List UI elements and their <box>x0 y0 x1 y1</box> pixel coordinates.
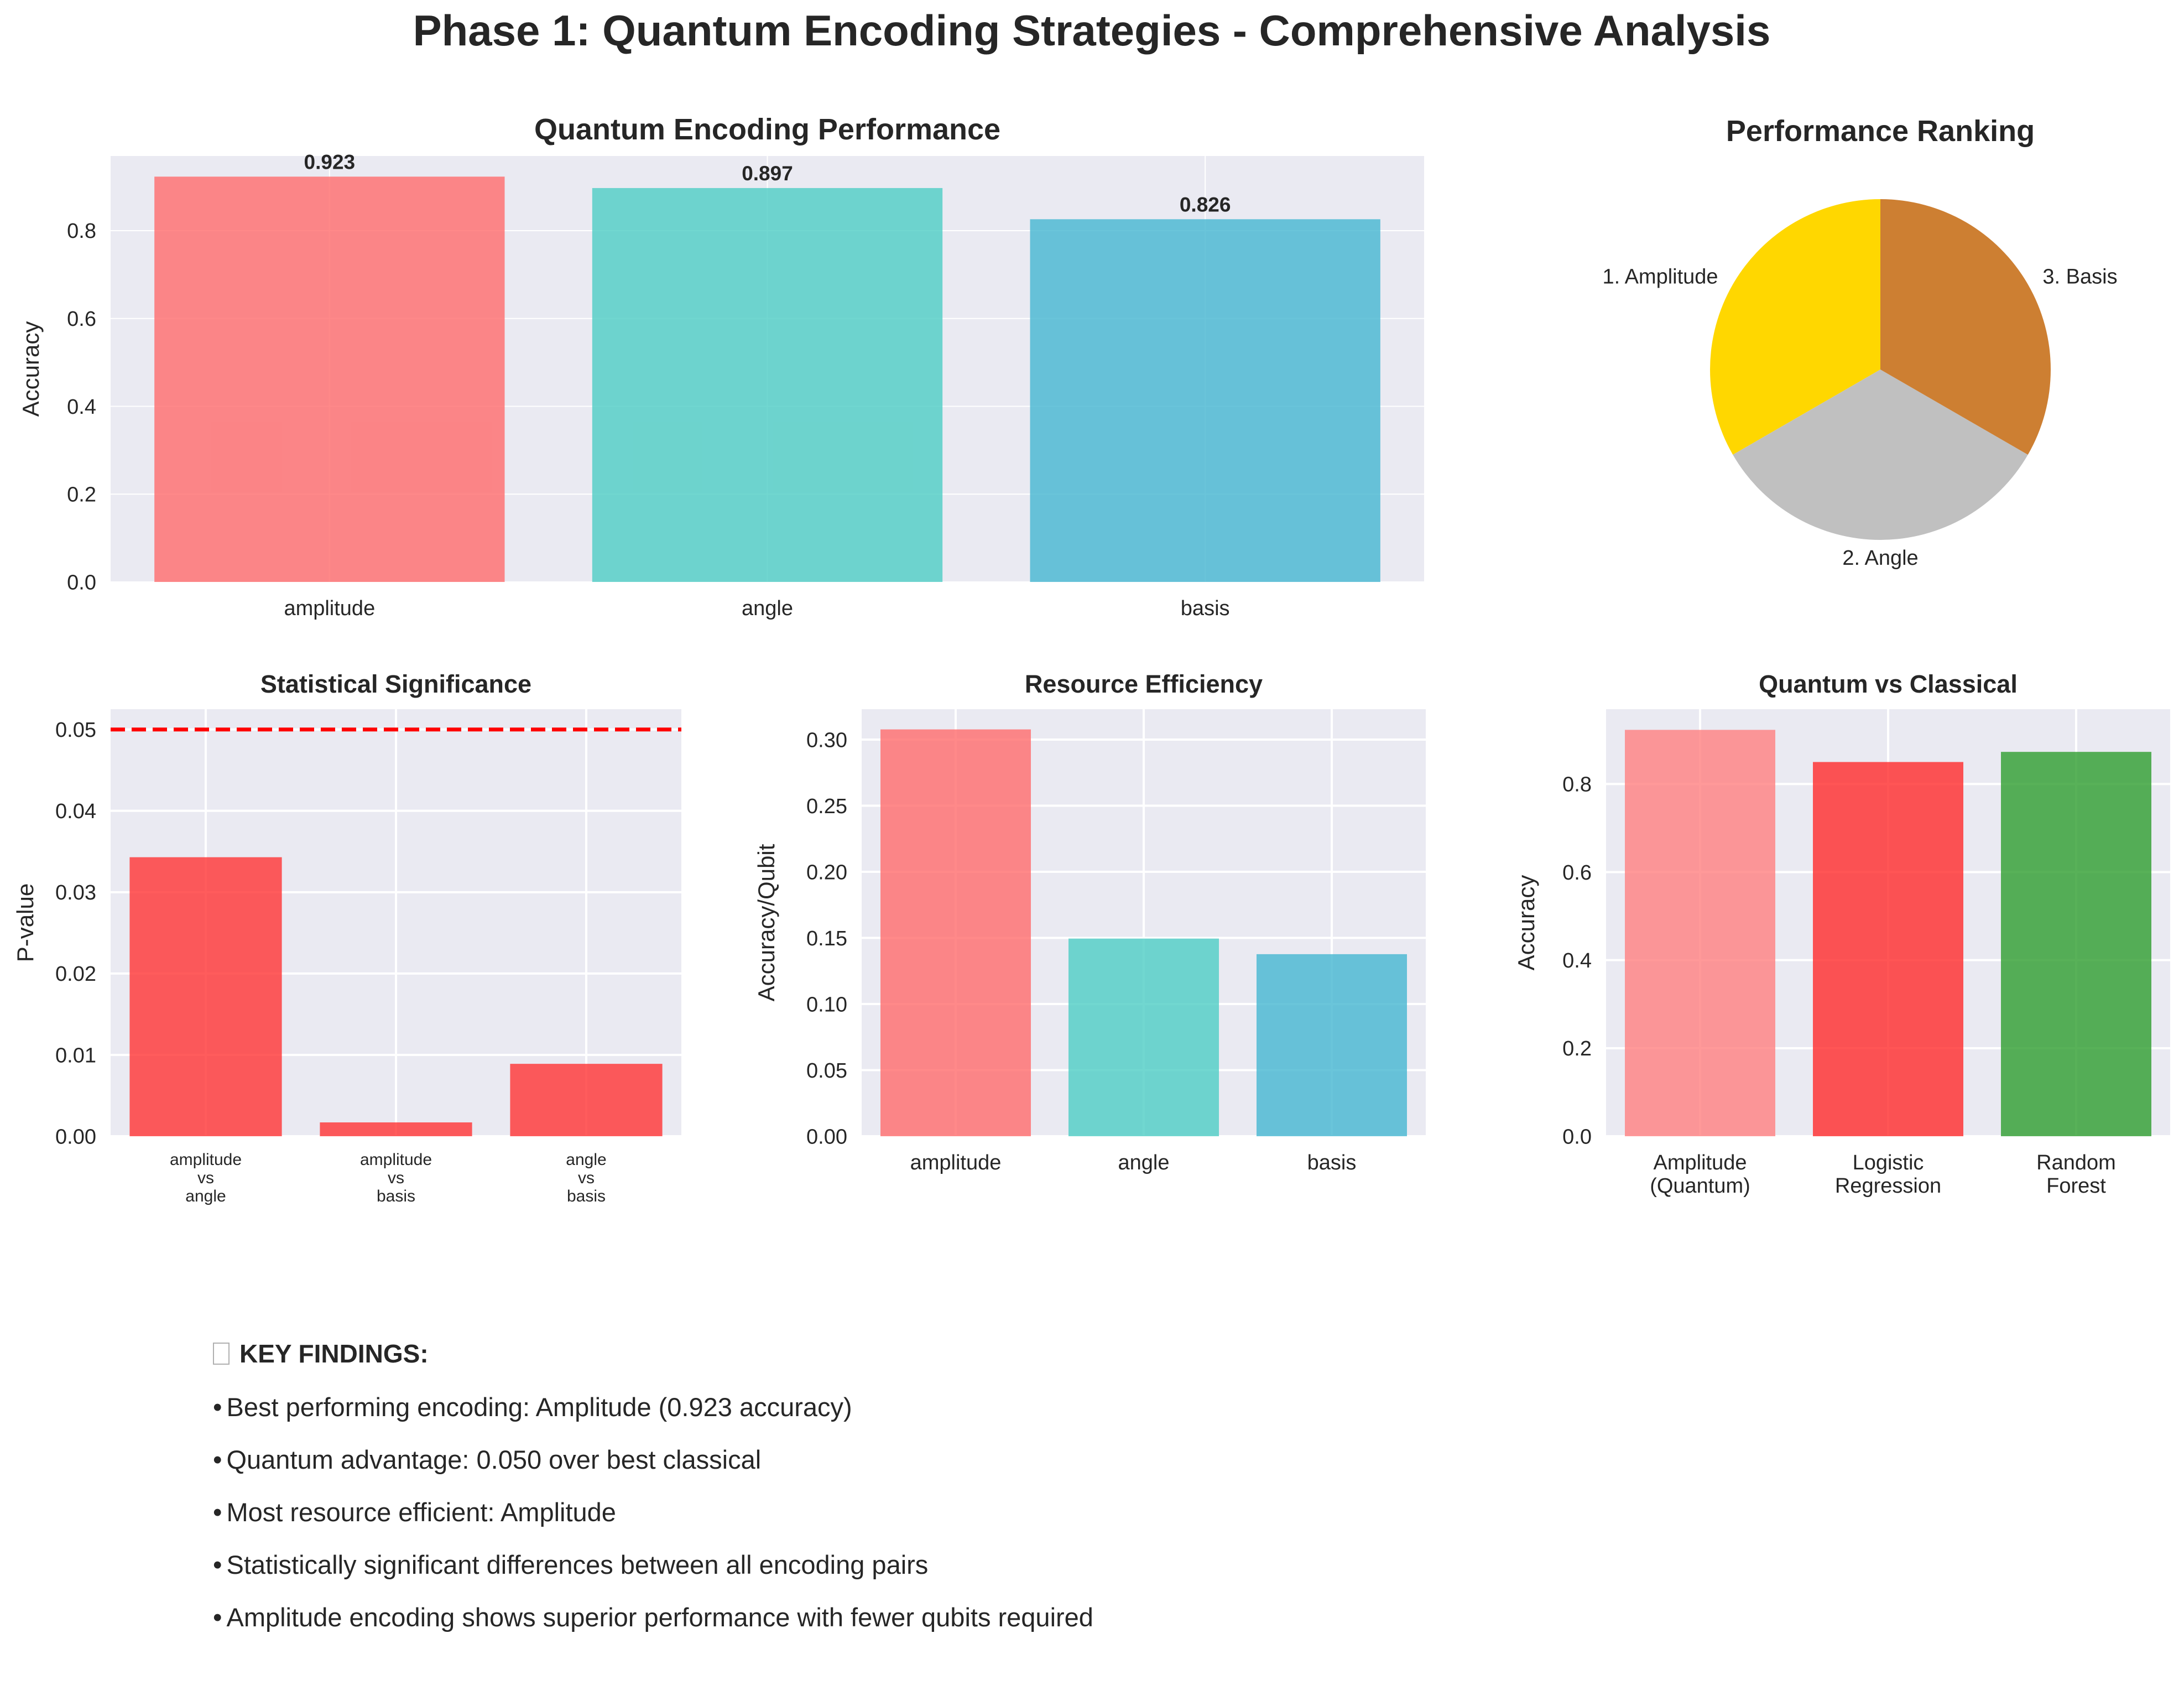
efficiency-ytick-label: 0.15 <box>806 927 847 950</box>
performance-data-label: 0.826 <box>1180 193 1231 216</box>
performance-chart: 0.0 0.2 0.4 0.6 0.8 0.923 amplitude 0.897 angle 0… <box>18 113 1424 620</box>
significance-title: Statistical Significance <box>260 670 531 698</box>
finding-item: • Quantum advantage: 0.050 over best clas… <box>213 1445 762 1474</box>
performance-bar <box>1030 219 1380 582</box>
significance-ytick-label: 0.04 <box>55 800 96 823</box>
significance-bar <box>320 1122 472 1136</box>
significance-bar <box>129 857 282 1136</box>
significance-xtick-label: amplitude vs angle <box>170 1151 242 1205</box>
performance-xtick-label: angle <box>742 597 793 620</box>
ranking-title: Performance Ranking <box>1726 115 2035 148</box>
performance-data-label: 0.897 <box>742 162 793 185</box>
classical-chart: 0.0 0.2 0.4 0.6 0.8 Amplitude (Quantum) Logisti… <box>1513 670 2170 1198</box>
efficiency-xtick-label: amplitude <box>910 1151 1002 1174</box>
key-findings-title: KEY FINDINGS: <box>239 1339 429 1368</box>
figure-title: Phase 1: Quantum Encoding Strategies - C… <box>413 6 1771 55</box>
classical-bar <box>1625 730 1775 1136</box>
pie-label: 2. Angle <box>1842 547 1918 570</box>
efficiency-chart: 0.00 0.05 0.10 0.15 0.20 0.25 0.30 amplitude ang… <box>753 670 1426 1174</box>
significance-xtick-label: angle vs basis <box>566 1151 606 1205</box>
performance-ytick-label: 0.6 <box>67 308 96 331</box>
performance-data-label: 0.923 <box>304 150 356 173</box>
efficiency-ytick-label: 0.10 <box>806 993 847 1016</box>
classical-title: Quantum vs Classical <box>1759 670 2018 698</box>
performance-ytick-label: 0.0 <box>67 571 96 594</box>
efficiency-ytick-label: 0.00 <box>806 1125 847 1148</box>
key-findings-heading: KEY FINDINGS: <box>213 1339 1872 1369</box>
efficiency-ytick-label: 0.25 <box>806 795 847 818</box>
efficiency-title: Resource Efficiency <box>1025 670 1263 698</box>
performance-ytick-label: 0.8 <box>67 220 96 243</box>
key-findings: KEY FINDINGS: • Best performing encoding:… <box>213 1339 1872 1655</box>
classical-bar <box>2001 752 2151 1136</box>
performance-bar <box>592 188 943 582</box>
performance-title: Quantum Encoding Performance <box>534 113 1000 146</box>
classical-bar <box>1813 762 1963 1136</box>
efficiency-ytick-label: 0.05 <box>806 1059 847 1083</box>
efficiency-ytick-label: 0.20 <box>806 861 847 884</box>
classical-ytick-label: 0.0 <box>1562 1125 1592 1148</box>
efficiency-ylabel: Accuracy/Qubit <box>753 844 779 1001</box>
pie-slice <box>1880 199 2051 455</box>
efficiency-bar <box>1257 954 1407 1136</box>
classical-xtick-label: Amplitude (Quantum) <box>1650 1151 1750 1198</box>
pie-label: 1. Amplitude <box>1602 266 1718 289</box>
finding-item: • Statistically significant differences b… <box>213 1550 929 1579</box>
efficiency-ytick-label: 0.30 <box>806 729 847 752</box>
classical-ytick-label: 0.8 <box>1562 773 1592 797</box>
classical-xtick-label: Logistic Regression <box>1835 1151 1941 1198</box>
classical-xtick-label: Random Forest <box>2036 1151 2116 1198</box>
pie-slice <box>1710 199 1880 455</box>
performance-ytick-label: 0.2 <box>67 483 96 507</box>
finding-item: • Amplitude encoding shows superior perfo… <box>213 1603 1093 1632</box>
efficiency-xtick-label: angle <box>1118 1151 1170 1174</box>
performance-ylabel: Accuracy <box>18 321 44 417</box>
finding-item: • Best performing encoding: Amplitude (0.… <box>213 1392 852 1422</box>
performance-bar <box>154 176 505 582</box>
performance-ytick-label: 0.4 <box>67 396 96 419</box>
efficiency-bar <box>1068 938 1219 1136</box>
significance-ylabel: P-value <box>12 883 38 962</box>
significance-ytick-label: 0.00 <box>55 1125 96 1148</box>
significance-ytick-label: 0.05 <box>55 719 96 742</box>
classical-ytick-label: 0.6 <box>1562 861 1592 885</box>
ranking-chart: 1. Amplitude 2. Angle 3. Basis Performance … <box>1602 115 2117 570</box>
performance-xtick-label: basis <box>1181 597 1230 620</box>
key-icon <box>213 1343 230 1365</box>
significance-ytick-label: 0.01 <box>55 1044 96 1067</box>
significance-xtick-label: amplitude vs basis <box>360 1151 432 1205</box>
classical-ylabel: Accuracy <box>1513 875 1539 971</box>
pie-label: 3. Basis <box>2042 266 2117 289</box>
significance-ytick-label: 0.02 <box>55 963 96 986</box>
performance-xtick-label: amplitude <box>284 597 375 620</box>
efficiency-bar <box>880 729 1031 1136</box>
efficiency-xtick-label: basis <box>1307 1151 1357 1174</box>
classical-ytick-label: 0.2 <box>1562 1037 1592 1060</box>
finding-item: • Most resource efficient: Amplitude <box>213 1497 616 1527</box>
significance-bar <box>510 1064 663 1136</box>
significance-chart: 0.00 0.01 0.02 0.03 0.04 0.05 amplitude vs angle… <box>12 670 681 1205</box>
significance-ytick-label: 0.03 <box>55 881 96 904</box>
classical-ytick-label: 0.4 <box>1562 949 1592 972</box>
